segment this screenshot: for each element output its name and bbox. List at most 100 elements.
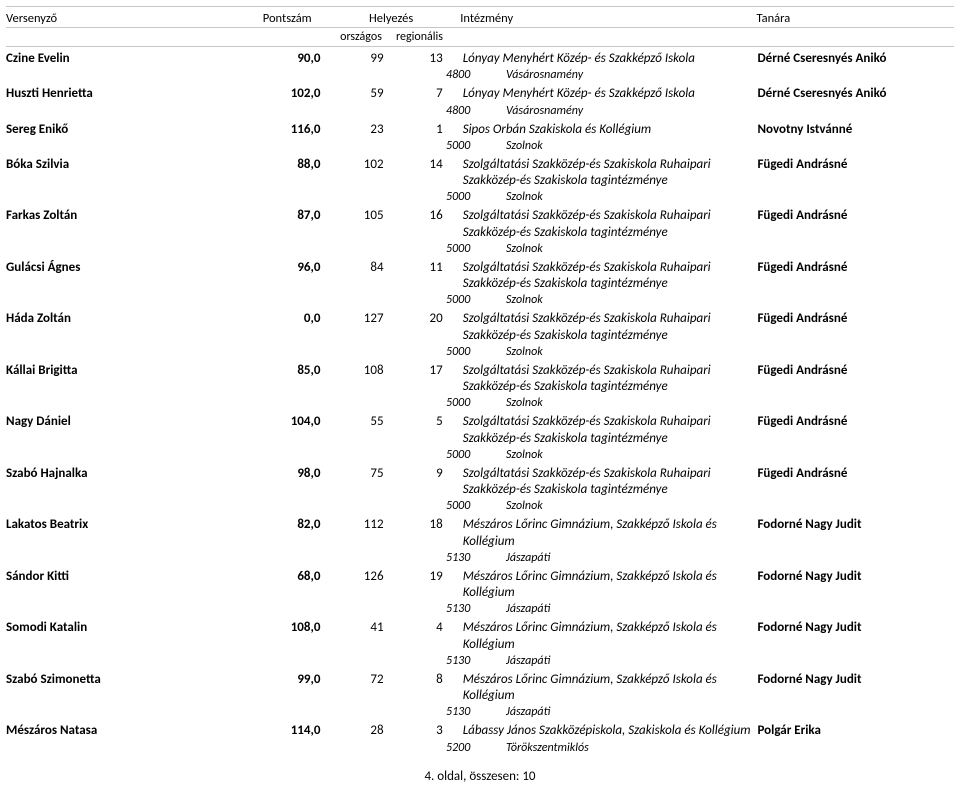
competitor-name: Szabó Hajnalka [6, 466, 261, 499]
table-row: Szabó Szimonetta99,0728Mészáros Lőrinc G… [6, 672, 954, 705]
institution-name: Lónyay Menyhért Közép- és Szakképző Isko… [463, 51, 758, 67]
national-rank: 59 [334, 86, 393, 102]
competitor-name: Huszti Henrietta [6, 86, 261, 102]
national-rank: 127 [334, 311, 393, 344]
subheader-national: országos [326, 30, 396, 44]
regional-rank: 1 [394, 122, 463, 138]
teacher-name: Dérné Cseresnyés Anikó [757, 86, 954, 102]
table-row: Lakatos Beatrix82,011218Mészáros Lőrinc … [6, 517, 954, 550]
address-zip: 5000 [446, 293, 506, 307]
competitor-score: 104,0 [261, 414, 334, 447]
addr-spacer [6, 242, 446, 256]
addr-spacer [6, 345, 446, 359]
institution-name: Mészáros Lőrinc Gimnázium, Szakképző Isk… [463, 517, 758, 550]
competitor-name: Farkas Zoltán [6, 208, 261, 241]
competitor-name: Nagy Dániel [6, 414, 261, 447]
teacher-name: Fügedi Andrásné [757, 363, 954, 396]
address-row: 5130Jászapáti [6, 551, 954, 565]
competitor-score: 68,0 [261, 569, 334, 602]
regional-rank: 19 [394, 569, 463, 602]
address-row: 5000Szolnok [6, 293, 954, 307]
table-row: Somodi Katalin108,0414Mészáros Lőrinc Gi… [6, 620, 954, 653]
competitor-name: Kállai Brigitta [6, 363, 261, 396]
addr-spacer [6, 499, 446, 513]
table-row: Gulácsi Ágnes96,08411Szolgáltatási Szakk… [6, 260, 954, 293]
addr-spacer [6, 139, 446, 153]
regional-rank: 5 [394, 414, 463, 447]
address-city: Szolnok [506, 345, 746, 359]
national-rank: 112 [334, 517, 393, 550]
competitor-score: 88,0 [261, 157, 334, 190]
national-rank: 41 [334, 620, 393, 653]
address-row: 5200Törökszentmiklós [6, 741, 954, 755]
table-header-row: Versenyző Pontszám Helyezés Intézmény Ta… [6, 6, 954, 27]
page-footer: 4. oldal, összesen: 10 [6, 769, 954, 784]
national-rank: 102 [334, 157, 393, 190]
competitor-score: 98,0 [261, 466, 334, 499]
address-row: 5000Szolnok [6, 242, 954, 256]
competitor-score: 108,0 [261, 620, 334, 653]
addr-spacer [6, 741, 446, 755]
teacher-name: Dérné Cseresnyés Anikó [757, 51, 954, 67]
address-row: 5130Jászapáti [6, 602, 954, 616]
addr-spacer [6, 551, 446, 565]
header-institution: Intézmény [460, 11, 756, 26]
address-zip: 5130 [446, 705, 506, 719]
regional-rank: 4 [394, 620, 463, 653]
address-city: Szolnok [506, 190, 746, 204]
institution-name: Sipos Orbán Szakiskola és Kollégium [463, 122, 758, 138]
addr-spacer [6, 654, 446, 668]
national-rank: 23 [334, 122, 393, 138]
address-row: 5130Jászapáti [6, 654, 954, 668]
address-zip: 5000 [446, 499, 506, 513]
teacher-name: Fügedi Andrásné [757, 260, 954, 293]
header-teacher: Tanára [757, 11, 955, 26]
institution-name: Szolgáltatási Szakközép-és Szakiskola Ru… [463, 363, 758, 396]
institution-name: Mészáros Lőrinc Gimnázium, Szakképző Isk… [463, 620, 758, 653]
address-row: 4800Vásárosnamény [6, 104, 954, 118]
address-zip: 5000 [446, 242, 506, 256]
table-row: Farkas Zoltán87,010516Szolgáltatási Szak… [6, 208, 954, 241]
competitor-name: Lakatos Beatrix [6, 517, 261, 550]
institution-name: Szolgáltatási Szakközép-és Szakiskola Ru… [463, 157, 758, 190]
address-zip: 5000 [446, 396, 506, 410]
header-placement: Helyezés [322, 11, 460, 26]
subheader-regional: regionális [396, 30, 466, 44]
national-rank: 55 [334, 414, 393, 447]
rows-container: Czine Evelin90,09913Lónyay Menyhért Közé… [6, 51, 954, 755]
regional-rank: 13 [394, 51, 463, 67]
address-zip: 5130 [446, 551, 506, 565]
regional-rank: 17 [394, 363, 463, 396]
competitor-name: Bóka Szilvia [6, 157, 261, 190]
institution-name: Szolgáltatási Szakközép-és Szakiskola Ru… [463, 311, 758, 344]
competitor-name: Szabó Szimonetta [6, 672, 261, 705]
competitor-name: Sándor Kitti [6, 569, 261, 602]
address-zip: 5130 [446, 654, 506, 668]
teacher-name: Fodorné Nagy Judit [757, 620, 954, 653]
institution-name: Szolgáltatási Szakközép-és Szakiskola Ru… [463, 414, 758, 447]
competitor-name: Mészáros Natasa [6, 723, 261, 739]
table-row: Bóka Szilvia88,010214Szolgáltatási Szakk… [6, 157, 954, 190]
competitor-score: 102,0 [261, 86, 334, 102]
regional-rank: 9 [394, 466, 463, 499]
address-city: Jászapáti [506, 602, 746, 616]
addr-spacer [6, 602, 446, 616]
teacher-name: Fügedi Andrásné [757, 466, 954, 499]
competitor-score: 116,0 [261, 122, 334, 138]
address-city: Szolnok [506, 499, 746, 513]
competitor-name: Somodi Katalin [6, 620, 261, 653]
address-city: Szolnok [506, 293, 746, 307]
competitor-name: Háda Zoltán [6, 311, 261, 344]
institution-name: Szolgáltatási Szakközép-és Szakiskola Ru… [463, 208, 758, 241]
teacher-name: Fodorné Nagy Judit [757, 672, 954, 705]
address-city: Törökszentmiklós [506, 741, 746, 755]
address-city: Szolnok [506, 139, 746, 153]
address-row: 5000Szolnok [6, 499, 954, 513]
address-city: Szolnok [506, 396, 746, 410]
table-row: Sándor Kitti68,012619Mészáros Lőrinc Gim… [6, 569, 954, 602]
table-row: Huszti Henrietta102,0597Lónyay Menyhért … [6, 86, 954, 102]
teacher-name: Fügedi Andrásné [757, 311, 954, 344]
national-rank: 126 [334, 569, 393, 602]
regional-rank: 7 [394, 86, 463, 102]
national-rank: 105 [334, 208, 393, 241]
